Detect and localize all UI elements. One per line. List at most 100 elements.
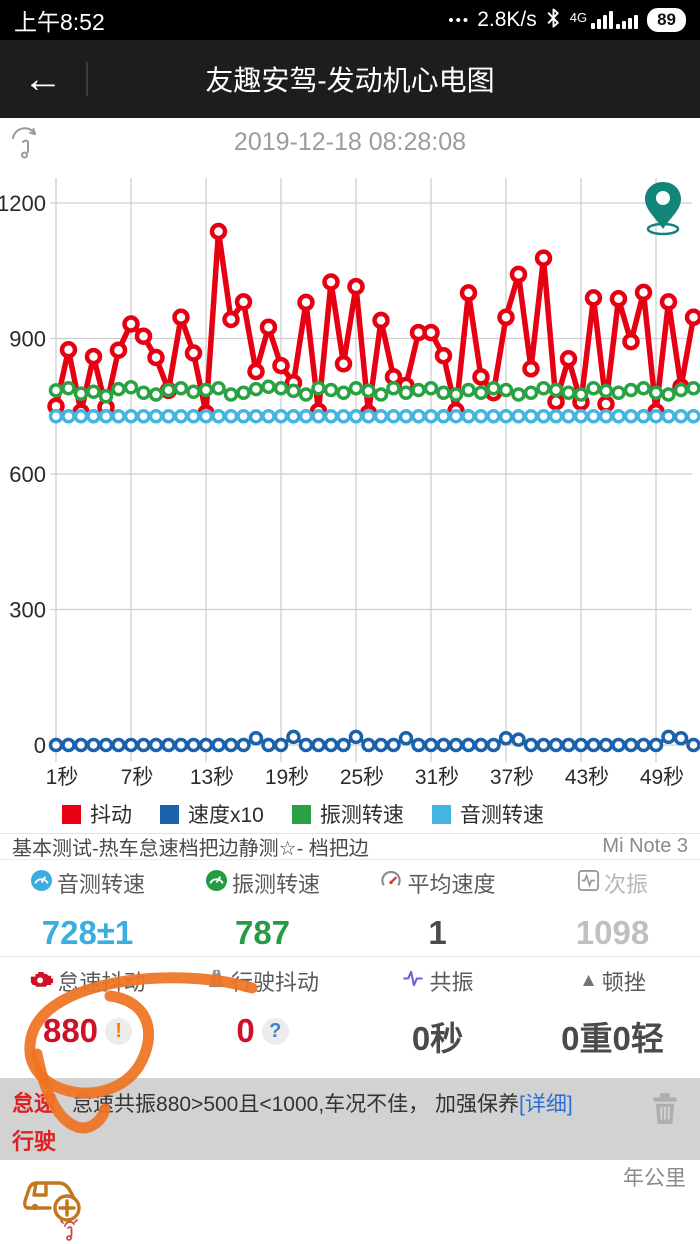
svg-text:600: 600 — [9, 462, 46, 487]
warning-badge[interactable]: ! — [105, 1017, 133, 1045]
stat-jerk[interactable]: ▲ 顿挫 0重0轻 — [525, 958, 700, 1078]
legend-item: 抖动 — [62, 799, 132, 829]
record-datetime: 2019-12-18 08:28:08 — [233, 128, 467, 156]
trash-icon[interactable] — [650, 1092, 680, 1131]
gauge-green-icon — [205, 869, 228, 898]
chart-canvas[interactable]: 0 300 600 900 1200 1秒 7秒 13秒 19秒 25秒 31秒 37秒 43秒 49秒 — [0, 170, 700, 795]
stat-driving-shake[interactable]: 行驶抖动 0 ? — [175, 958, 350, 1078]
date-row: 2019-12-18 08:28:08 — [0, 118, 700, 170]
stat-label: 次振 — [603, 872, 648, 897]
network-speed: 2.8K/s — [477, 8, 537, 31]
stat-value: 0重0轻 — [561, 1020, 664, 1057]
svg-text:49秒: 49秒 — [640, 766, 684, 789]
stat-vibration-count[interactable]: 次振 1098 — [525, 860, 700, 956]
engine-icon — [29, 967, 54, 996]
stat-value: 787 — [234, 914, 291, 951]
svg-text:900: 900 — [9, 327, 46, 352]
svg-text:13秒: 13秒 — [190, 766, 234, 789]
svg-text:7秒: 7秒 — [121, 766, 154, 789]
triangle-icon: ▲ — [579, 970, 598, 991]
battery-icon: 89 — [647, 8, 686, 32]
network-type-label: 4G — [569, 10, 588, 25]
battery-level: 89 — [657, 10, 676, 29]
back-arrow-icon: ← — [23, 56, 63, 101]
alert-tag-driving: 行驶 — [12, 1129, 57, 1154]
legend-label: 振测转速 — [319, 804, 404, 827]
test-name: 基本测试-热车怠速档把边静测☆- 档把边 — [12, 838, 369, 860]
alert-tag-idle: 怠速 — [12, 1091, 57, 1116]
stat-label: 音测转速 — [56, 872, 145, 897]
svg-text:31秒: 31秒 — [415, 766, 459, 789]
footer: 年公里 — [0, 1160, 700, 1244]
legend-label: 音测转速 — [459, 804, 544, 827]
stat-value: 0秒 — [411, 1020, 464, 1057]
speedometer-icon — [379, 869, 403, 898]
svg-text:19秒: 19秒 — [265, 766, 309, 789]
legend-swatch-red — [62, 804, 81, 824]
alert-row-idle: 怠速 怠速共振880>500且<1000,车况不佳， 加强保养[详细] — [0, 1086, 640, 1118]
stat-average-speed[interactable]: 平均速度 1 — [350, 860, 525, 956]
location-pin-icon[interactable] — [636, 180, 690, 240]
status-bar: 上午8:52 ••• 2.8K/s 4G 89 — [0, 0, 700, 40]
wave-box-icon — [577, 869, 600, 898]
status-right: ••• 2.8K/s 4G 89 — [448, 7, 686, 34]
page-title: 友趣安驾-发动机心电图 — [205, 65, 495, 96]
legend-item: 振测转速 — [291, 799, 404, 829]
stat-value: 0 — [236, 1012, 255, 1049]
traffic-dots-icon: ••• — [448, 11, 471, 29]
legend-item: 速度x10 — [160, 799, 264, 829]
legend-label: 抖动 — [90, 804, 132, 827]
road-icon — [206, 967, 227, 996]
nav-divider — [86, 62, 88, 96]
svg-text:1秒: 1秒 — [46, 766, 79, 789]
legend-item: 音测转速 — [431, 799, 544, 829]
engine-ecg-chart[interactable]: 0 300 600 900 1200 1秒 7秒 13秒 19秒 25秒 31秒 37秒 43秒 49秒 — [0, 170, 700, 795]
signal-bars2-icon — [616, 15, 639, 29]
chart-legend: 抖动 速度x10 振测转速 音测转速 — [0, 795, 700, 833]
alert-detail-link[interactable]: [详细] — [519, 1093, 573, 1116]
stats-row-1: 音测转速 728±1 振测转速 787 平均速度 1 次振 1098 — [0, 859, 700, 957]
svg-text:37秒: 37秒 — [490, 766, 534, 789]
test-meta-row: 基本测试-热车怠速档把边静测☆- 档把边 Mi Note 3 — [0, 833, 700, 860]
bluetooth-icon — [546, 7, 561, 34]
year-km-label: 年公里 — [623, 1167, 686, 1190]
status-time: 上午8:52 — [14, 9, 105, 35]
pulse-icon — [401, 967, 425, 996]
stat-resonance[interactable]: 共振 0秒 — [350, 958, 525, 1078]
legend-swatch-blue — [160, 804, 179, 824]
help-badge[interactable]: ? — [261, 1017, 289, 1045]
back-button[interactable]: ← — [0, 40, 86, 118]
stat-value: 1098 — [575, 914, 650, 951]
svg-text:1200: 1200 — [0, 191, 46, 216]
stat-value: 728±1 — [41, 914, 134, 951]
stat-label: 振测转速 — [231, 872, 320, 897]
svg-text:43秒: 43秒 — [565, 766, 609, 789]
stat-label: 行驶抖动 — [230, 970, 319, 995]
stat-value: 1 — [428, 914, 447, 951]
legend-swatch-cyan — [431, 804, 451, 824]
stat-idle-shake[interactable]: 怠速抖动 880 ! — [0, 958, 175, 1078]
stat-label: 共振 — [429, 970, 474, 995]
signal-bars-icon — [591, 11, 614, 29]
swipe-hand-icon — [8, 126, 42, 167]
svg-text:25秒: 25秒 — [340, 766, 384, 789]
legend-label: 速度x10 — [188, 804, 264, 827]
stat-label: 怠速抖动 — [57, 970, 146, 995]
add-car-button[interactable] — [22, 1166, 88, 1231]
stats-row-2: 怠速抖动 880 ! 行驶抖动 0 ? 共振 0秒 ▲ 顿挫 0重0轻 — [0, 958, 700, 1078]
alert-box: 怠速 怠速共振880>500且<1000,车况不佳， 加强保养[详细] 行驶 — [0, 1078, 700, 1160]
device-name: Mi Note 3 — [602, 835, 688, 857]
stat-vibration-rpm[interactable]: 振测转速 787 — [175, 860, 350, 956]
gauge-cyan-icon — [30, 869, 53, 898]
navbar: ← 友趣安驾-发动机心电图 — [0, 40, 700, 118]
svg-text:300: 300 — [9, 598, 46, 623]
legend-swatch-green — [291, 804, 311, 824]
alert-message: 怠速共振880>500且<1000,车况不佳， 加强保养 — [72, 1093, 520, 1116]
stat-sound-rpm[interactable]: 音测转速 728±1 — [0, 860, 175, 956]
stat-label: 平均速度 — [407, 872, 496, 897]
svg-text:0: 0 — [34, 733, 46, 758]
touch-hand-icon — [58, 1218, 80, 1244]
signal-group: 4G — [569, 10, 639, 29]
stat-label: 顿挫 — [601, 970, 646, 995]
